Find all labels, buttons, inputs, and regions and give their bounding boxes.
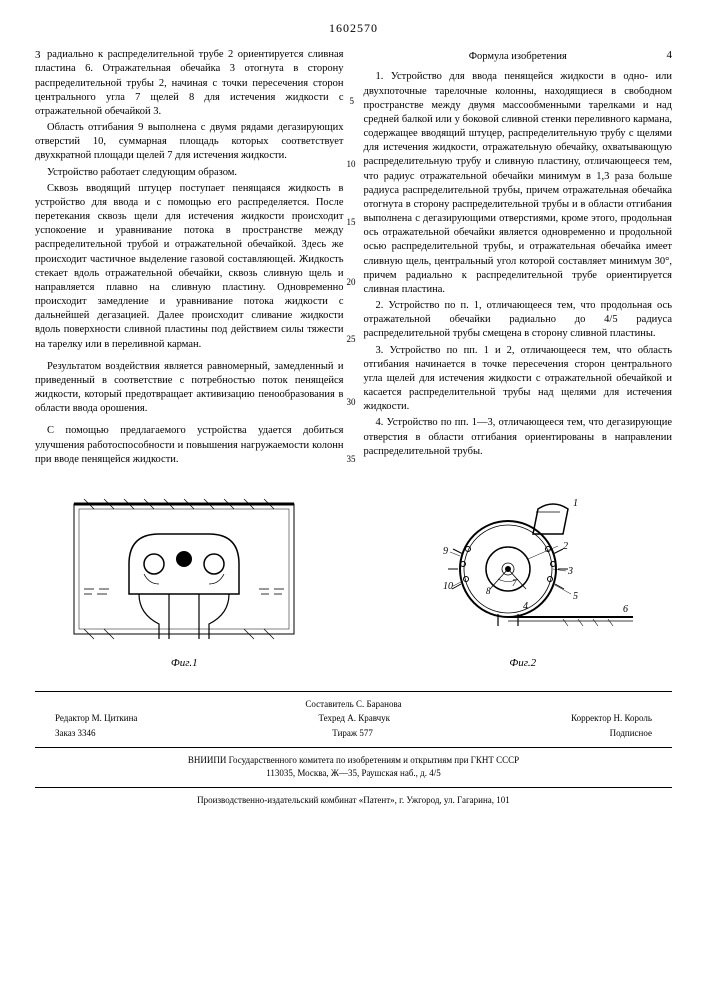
copies: Тираж 577 <box>332 727 373 741</box>
divider-1 <box>35 691 672 692</box>
line-marker-5: 5 <box>350 95 355 107</box>
svg-text:6: 6 <box>623 604 628 615</box>
svg-text:5: 5 <box>573 591 578 602</box>
credits-block: Составитель С. Баранова Редактор М. Цитк… <box>35 698 672 807</box>
right-p4: 4. Устройство по пп. 1—3, отличающееся т… <box>364 416 673 459</box>
figure-1: Фиг.1 <box>69 494 299 671</box>
page-number-right: 4 <box>667 48 673 63</box>
divider-2 <box>35 747 672 748</box>
document-number: 1602570 <box>35 20 672 36</box>
divider-3 <box>35 787 672 788</box>
left-p6: С помощью предлагаемого устройства удает… <box>35 424 344 467</box>
svg-text:1: 1 <box>573 498 578 509</box>
line-marker-10: 10 <box>347 158 356 170</box>
left-p1: радиально к распределительной трубе 2 ор… <box>35 48 344 119</box>
svg-text:2: 2 <box>563 541 568 552</box>
line-marker-15: 15 <box>347 216 356 228</box>
compiler: Составитель С. Баранова <box>35 698 672 712</box>
page-number-left: 3 <box>35 48 41 63</box>
figure-1-label: Фиг.1 <box>69 656 299 671</box>
left-p3: Устройство работает следующим образом. <box>35 166 344 180</box>
svg-text:4: 4 <box>523 601 528 612</box>
publisher: Производственно-издательский комбинат «П… <box>35 794 672 808</box>
figure-2: 1 2 3 4 6 7 8 9 10 5 Фиг.2 <box>408 494 638 671</box>
right-column: 4 5 10 15 20 25 30 35 Формула изобретени… <box>364 48 673 469</box>
order-number: Заказ 3346 <box>55 727 96 741</box>
line-marker-35: 35 <box>347 453 356 465</box>
editor: Редактор М. Циткина <box>55 712 137 726</box>
formula-title: Формула изобретения <box>364 50 673 64</box>
svg-text:8: 8 <box>486 586 491 596</box>
right-p2: 2. Устройство по п. 1, отличающееся тем,… <box>364 299 673 342</box>
figures-row: Фиг.1 <box>35 494 672 671</box>
right-p1: 1. Устройство для ввода пенящейся жидкос… <box>364 70 673 297</box>
left-column: 3 радиально к распределительной трубе 2 … <box>35 48 344 469</box>
figure-2-label: Фиг.2 <box>408 656 638 671</box>
figure-2-svg: 1 2 3 4 6 7 8 9 10 5 <box>408 494 638 649</box>
svg-text:3: 3 <box>567 566 573 577</box>
right-p3: 3. Устройство по пп. 1 и 2, отличающееся… <box>364 344 673 415</box>
line-marker-20: 20 <box>347 276 356 288</box>
subscription: Подписное <box>610 727 652 741</box>
svg-text:7: 7 <box>512 578 517 588</box>
svg-text:9: 9 <box>443 546 448 557</box>
left-p5: Результатом воздействия является равноме… <box>35 360 344 417</box>
line-marker-25: 25 <box>347 333 356 345</box>
organization: ВНИИПИ Государственного комитета по изоб… <box>35 754 672 768</box>
main-columns: 3 радиально к распределительной трубе 2 … <box>35 48 672 469</box>
techred: Техред А. Кравчук <box>318 712 390 726</box>
line-marker-30: 30 <box>347 396 356 408</box>
left-p2: Область отгибания 9 выполнена с двумя ря… <box>35 121 344 164</box>
left-p4: Сквозь вводящий штуцер поступает пенящая… <box>35 182 344 352</box>
corrector: Корректор Н. Король <box>571 712 652 726</box>
address: 113035, Москва, Ж—35, Раушская наб., д. … <box>35 767 672 781</box>
svg-text:10: 10 <box>443 581 453 592</box>
figure-1-svg <box>69 494 299 649</box>
